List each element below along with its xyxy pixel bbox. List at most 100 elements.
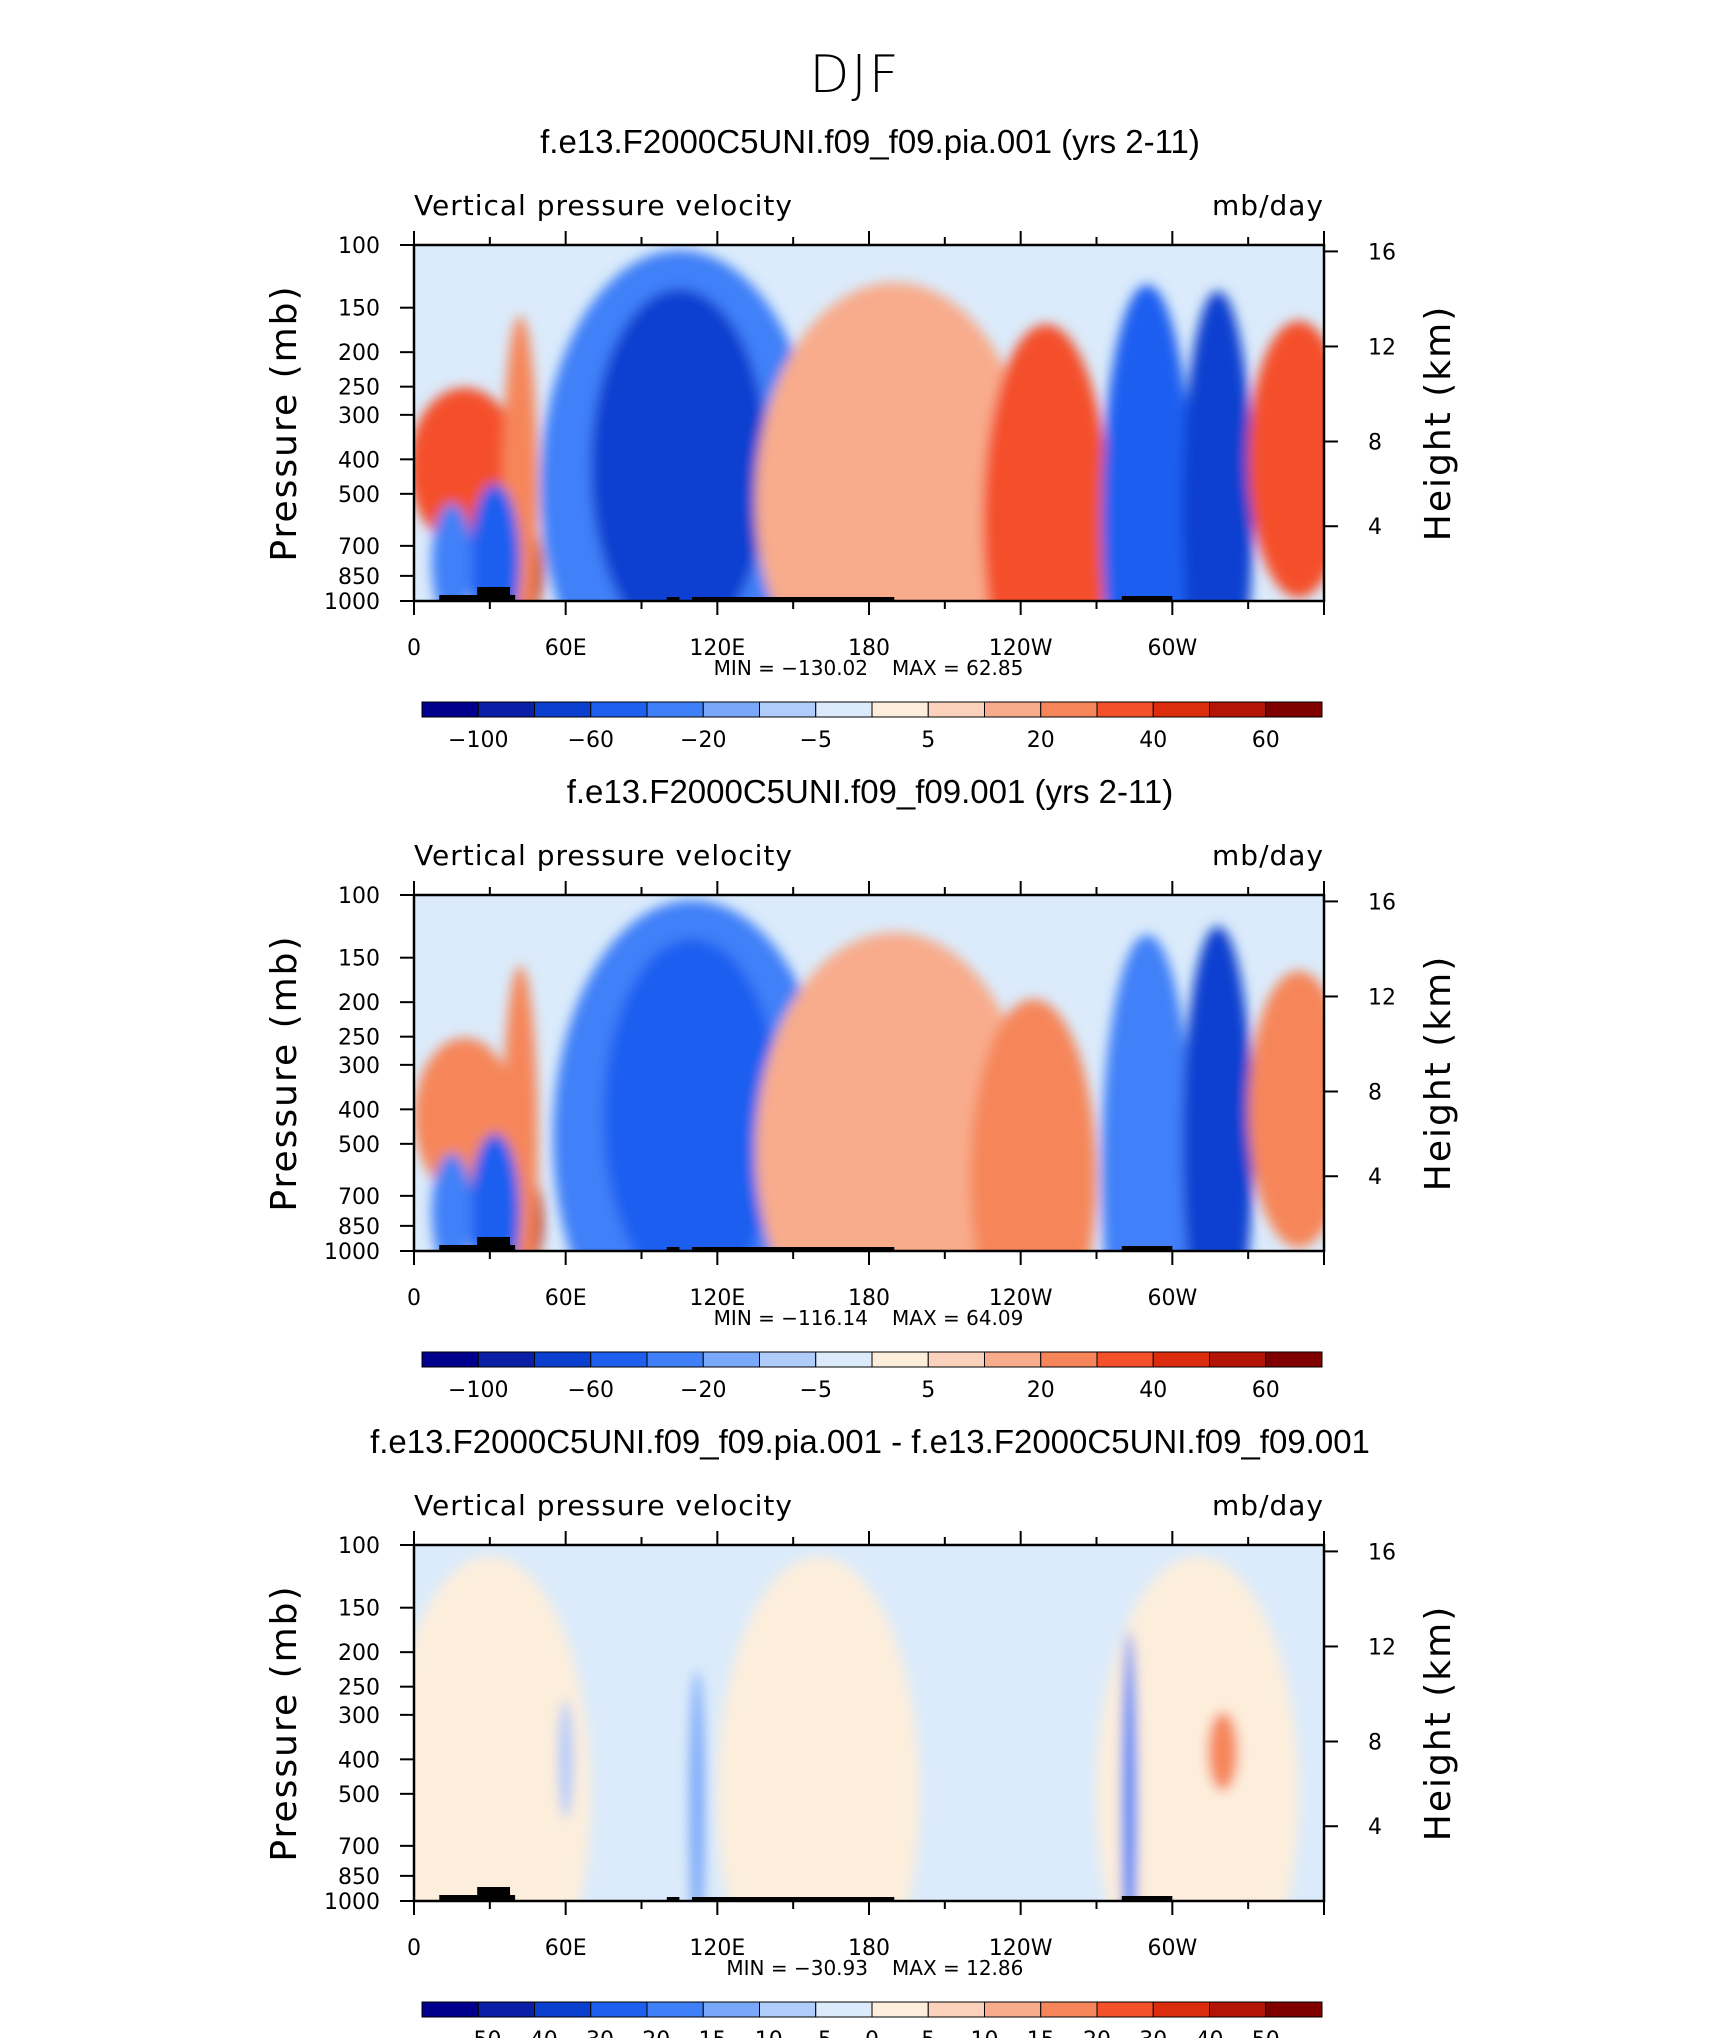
- colorbar-swatch: [927, 701, 985, 718]
- units-label: mb/day: [1212, 839, 1324, 872]
- x-tick-label: 60W: [1147, 1286, 1197, 1311]
- topography: [1121, 596, 1173, 601]
- colorbar-swatch: [927, 1351, 985, 1368]
- colorbar-tick-label: 30: [1139, 2028, 1167, 2038]
- y-tick-label: 250: [338, 376, 380, 401]
- y-tick-label: 400: [338, 448, 380, 473]
- panel-3: f.e13.F2000C5UNI.f09_f09.pia.001 - f.e13…: [264, 1423, 1459, 2043]
- x-tick-label: 0: [407, 1936, 421, 1961]
- topography: [666, 597, 680, 601]
- y-tick-label: 150: [338, 947, 380, 972]
- topography: [477, 587, 511, 601]
- contour-region: [431, 503, 473, 601]
- topography: [439, 1245, 516, 1251]
- colorbar-tick-label: 20: [1083, 2028, 1111, 2038]
- colorbar-tick-label: −5: [800, 2028, 832, 2038]
- topography: [666, 1247, 680, 1251]
- contour-region: [502, 315, 538, 601]
- y-tick-label: 1000: [324, 1240, 380, 1265]
- colorbar: −50−40−30−20−15−10−505101520304050: [421, 2001, 1323, 2043]
- colorbar-tick-label: −20: [680, 1378, 726, 1403]
- topography: [666, 1897, 680, 1901]
- y-tick-label: 300: [338, 1054, 380, 1079]
- topography: [477, 1237, 511, 1251]
- colorbar-swatch: [421, 2001, 479, 2018]
- colorbar-swatch: [1096, 1351, 1154, 1368]
- contour-field: [414, 245, 1324, 601]
- contour-region: [755, 932, 1034, 1251]
- contour-region: [689, 1670, 705, 1901]
- panel-title: f.e13.F2000C5UNI.f09_f09.pia.001 (yrs 2-…: [540, 123, 1200, 160]
- colorbar-swatch: [1209, 701, 1267, 718]
- colorbar-swatch: [1209, 2001, 1267, 2018]
- y-right-tick-label: 16: [1368, 1540, 1396, 1565]
- colorbar: −100 −60 −20 −5 5 20 40 60: [421, 1351, 1323, 1403]
- y-right-tick-label: 12: [1368, 1635, 1396, 1660]
- contour-region: [1182, 291, 1254, 601]
- y-right-tick-label: 8: [1368, 1731, 1382, 1756]
- colorbar-swatch: [1040, 701, 1098, 718]
- y-tick-label: 150: [338, 297, 380, 322]
- topography: [439, 1895, 516, 1901]
- y-tick-label: 850: [338, 565, 380, 590]
- colorbar-swatch: [1096, 701, 1154, 718]
- contour-region: [970, 999, 1097, 1251]
- colorbar-tick-label: −5: [800, 728, 832, 753]
- y-tick-label: 700: [338, 1835, 380, 1860]
- variable-label: Vertical pressure velocity: [414, 189, 793, 222]
- colorbar-swatch: [1152, 701, 1210, 718]
- colorbar: −100 −60 −20 −5 5 20 40 60: [421, 701, 1323, 753]
- contour-region: [469, 1133, 521, 1251]
- topography: [439, 595, 516, 601]
- contour-region: [1101, 284, 1193, 601]
- colorbar-swatch: [871, 701, 929, 718]
- colorbar-swatch: [927, 2001, 985, 2018]
- colorbar-tick-label: 15: [1027, 2028, 1055, 2038]
- variable-label: Vertical pressure velocity: [414, 839, 793, 872]
- colorbar-swatch: [1265, 2001, 1323, 2018]
- colorbar-tick-label: 20: [1027, 728, 1055, 753]
- y-right-tick-label: 12: [1368, 985, 1396, 1010]
- contour-region: [982, 324, 1110, 601]
- colorbar-swatch: [1040, 2001, 1098, 2018]
- colorbar-tick-label: 40: [1139, 728, 1167, 753]
- colorbar-swatch: [421, 701, 479, 718]
- colorbar-swatch: [984, 2001, 1042, 2018]
- colorbar-swatch: [534, 1351, 592, 1368]
- y-tick-label: 100: [338, 1534, 380, 1559]
- max-label: MAX = 62.85: [892, 656, 1023, 680]
- y-right-tick-label: 4: [1368, 515, 1382, 540]
- y-tick-label: 100: [338, 884, 380, 909]
- colorbar-swatch: [534, 2001, 592, 2018]
- colorbar-swatch: [759, 1351, 817, 1368]
- colorbar-swatch: [646, 701, 704, 718]
- x-tick-label: 60E: [545, 1286, 587, 1311]
- colorbar-swatch: [421, 1351, 479, 1368]
- y-tick-label: 250: [338, 1026, 380, 1051]
- y-tick-label: 300: [338, 404, 380, 429]
- topography: [1121, 1246, 1173, 1251]
- y-right-axis-title: Height (km): [1418, 1605, 1459, 1841]
- topography: [692, 597, 895, 601]
- x-tick-label: 120E: [689, 636, 745, 661]
- colorbar-tick-label: 60: [1252, 1378, 1280, 1403]
- colorbar-tick-label: −10: [736, 2028, 782, 2038]
- y-tick-label: 700: [338, 535, 380, 560]
- colorbar-tick-label: −60: [568, 728, 614, 753]
- x-tick-label: 120W: [989, 636, 1053, 661]
- contour-region: [1101, 934, 1193, 1251]
- panel-2: f.e13.F2000C5UNI.f09_f09.001 (yrs 2-11) V…: [264, 773, 1459, 1403]
- colorbar-tick-label: −20: [680, 728, 726, 753]
- colorbar-swatch: [1265, 701, 1323, 718]
- colorbar-tick-label: 0: [865, 2028, 879, 2038]
- contour-region: [1096, 1556, 1299, 1901]
- colorbar-swatch: [871, 2001, 929, 2018]
- colorbar-tick-label: −15: [680, 2028, 726, 2038]
- y-tick-label: 100: [338, 234, 380, 259]
- panel-title: f.e13.F2000C5UNI.f09_f09.pia.001 - f.e13…: [370, 1423, 1370, 1460]
- colorbar-swatch: [815, 1351, 873, 1368]
- y-right-tick-label: 8: [1368, 431, 1382, 456]
- y-right-tick-label: 8: [1368, 1081, 1382, 1106]
- colorbar-swatch: [477, 2001, 535, 2018]
